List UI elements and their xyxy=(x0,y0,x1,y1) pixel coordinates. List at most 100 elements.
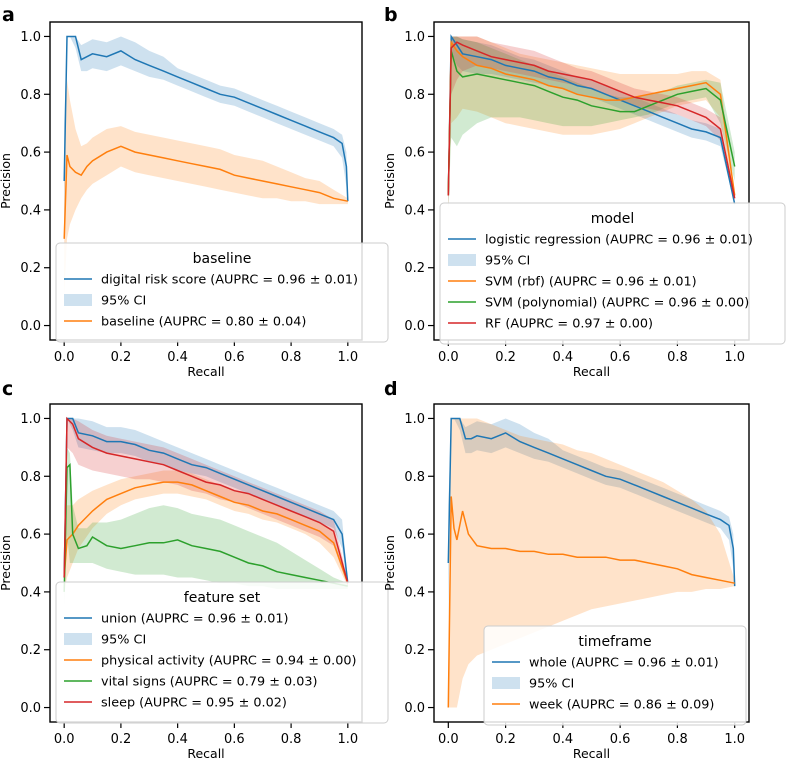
y-tick-label: 0.0 xyxy=(20,319,41,334)
panel-letter-b: b xyxy=(384,4,398,26)
x-tick-label: 0.4 xyxy=(553,732,574,747)
y-tick-label: 0.6 xyxy=(404,528,425,543)
y-tick-label: 0.8 xyxy=(404,88,425,103)
x-tick-label: 1.0 xyxy=(724,732,745,747)
series-line-rf xyxy=(447,41,736,199)
x-tick-label: 0.6 xyxy=(224,350,245,365)
y-tick-label: 1.0 xyxy=(20,30,41,45)
x-tick-label: 0.8 xyxy=(281,350,302,365)
series-line-union xyxy=(63,417,349,584)
legend-patch-swatch xyxy=(64,633,92,645)
legend-entry-label: union (AUPRC = 0.96 ± 0.01) xyxy=(101,612,289,627)
y-axis-label: Precision xyxy=(382,153,397,209)
y-tick-label: 1.0 xyxy=(404,412,425,427)
y-tick-label: 1.0 xyxy=(404,30,425,45)
y-tick-label: 0.0 xyxy=(20,701,41,716)
series-line-physical-activity xyxy=(63,481,349,584)
legend-box xyxy=(483,625,747,726)
y-tick-label: 0.4 xyxy=(20,585,41,600)
legend-entry-label: digital risk score (AUPRC = 0.96 ± 0.01) xyxy=(101,273,358,288)
y-tick-label: 0.2 xyxy=(404,261,425,276)
chart-panel-a: 0.0 0.2 0.4 0.6 0.8 1.0 0.0 0.2 0.4 0.6 0.8 1.0 Reca… xyxy=(0,21,389,379)
ci-band-baseline xyxy=(64,79,348,297)
y-tick-label: 0.8 xyxy=(20,88,41,103)
x-axis-label: Recall xyxy=(573,364,610,379)
legend-entry-label: vital signs (AUPRC = 0.79 ± 0.03) xyxy=(101,675,318,690)
x-tick-label: 0.2 xyxy=(495,732,516,747)
x-axis-label: Recall xyxy=(187,746,224,759)
x-tick-label: 0.0 xyxy=(438,350,459,365)
panel-letter-c: c xyxy=(2,378,13,400)
ci-band-whole xyxy=(448,418,735,621)
legend-title: feature set xyxy=(184,590,261,606)
x-tick-label: 0.0 xyxy=(438,732,459,747)
x-tick-label: 0.0 xyxy=(54,732,75,747)
series-line-vital-signs xyxy=(63,462,348,592)
y-tick-label: 0.0 xyxy=(404,319,425,334)
y-axis-label: Precision xyxy=(0,535,13,591)
x-tick-label: 1.0 xyxy=(337,732,358,747)
legend: baseline digital risk score (AUPRC = 0.96… xyxy=(55,242,389,343)
x-tick-label: 0.4 xyxy=(167,732,188,747)
legend-title: model xyxy=(591,211,635,227)
y-tick-label: 0.4 xyxy=(404,585,425,600)
y-tick-label: 0.6 xyxy=(404,146,425,161)
series-line-svm-rbf- xyxy=(447,39,736,196)
ci-band-svm-polynomial- xyxy=(448,36,735,210)
legend-title: baseline xyxy=(193,251,252,267)
legend: timeframe whole (AUPRC = 0.96 ± 0.01) 95% … xyxy=(483,625,747,726)
legend: feature set union (AUPRC = 0.96 ± 0.01) 95… xyxy=(55,581,389,724)
x-tick-label: 0.2 xyxy=(111,350,132,365)
legend-entry-label: baseline (AUPRC = 0.80 ± 0.04) xyxy=(101,315,306,330)
y-tick-label: 0.2 xyxy=(20,643,41,658)
x-tick-label: 0.2 xyxy=(495,350,516,365)
chart-panel-b: 0.0 0.2 0.4 0.6 0.8 1.0 0.0 0.2 0.4 0.6 0.8 1.0 Reca… xyxy=(382,21,786,379)
legend-entry-label: physical activity (AUPRC = 0.94 ± 0.00) xyxy=(101,654,356,669)
x-tick-label: 0.0 xyxy=(54,350,75,365)
legend-box xyxy=(55,242,389,343)
legend-box xyxy=(439,202,786,345)
legend-entry-label: sleep (AUPRC = 0.95 ± 0.02) xyxy=(101,696,287,711)
legend-entry-label: SVM (rbf) (AUPRC = 0.96 ± 0.01) xyxy=(485,275,697,290)
y-tick-label: 0.2 xyxy=(404,643,425,658)
chart-panel-c: 0.0 0.2 0.4 0.6 0.8 1.0 0.0 0.2 0.4 0.6 0.8 1.0 Reca… xyxy=(0,403,389,759)
x-tick-label: 0.6 xyxy=(610,350,631,365)
ci-band-physical-activity xyxy=(64,470,348,592)
x-axis-label: Recall xyxy=(187,364,224,379)
ci-band-vital-signs xyxy=(64,447,348,607)
x-tick-label: 0.4 xyxy=(167,350,188,365)
legend-entry-label: RF (AUPRC = 0.97 ± 0.00) xyxy=(485,317,653,332)
y-tick-label: 0.8 xyxy=(404,470,425,485)
x-tick-label: 0.6 xyxy=(610,732,631,747)
series-line-week xyxy=(447,496,735,708)
y-tick-label: 0.0 xyxy=(404,701,425,716)
y-axis-label: Precision xyxy=(382,535,397,591)
series-line-logistic-regression xyxy=(447,34,736,205)
legend-box xyxy=(55,581,389,724)
legend-entry-label: SVM (polynomial) (AUPRC = 0.96 ± 0.00) xyxy=(485,296,749,311)
ci-band-rf xyxy=(448,36,735,210)
legend-entry-label: week (AUPRC = 0.86 ± 0.09) xyxy=(529,698,714,713)
y-tick-label: 0.6 xyxy=(20,146,41,161)
legend-patch-swatch xyxy=(492,677,520,689)
ci-band-sleep xyxy=(64,418,348,592)
legend-entry-label: 95% CI xyxy=(101,633,146,648)
x-tick-label: 0.4 xyxy=(553,350,574,365)
chart-panel-d: 0.0 0.2 0.4 0.6 0.8 1.0 0.0 0.2 0.4 0.6 0.8 1.0 Reca… xyxy=(382,403,750,759)
legend-title: timeframe xyxy=(578,634,651,650)
series-line-svm-polynomial- xyxy=(447,50,736,196)
y-tick-label: 0.8 xyxy=(20,470,41,485)
y-tick-label: 0.4 xyxy=(404,203,425,218)
y-tick-label: 0.2 xyxy=(20,261,41,276)
series-line-whole xyxy=(447,417,736,587)
legend-entry-label: 95% CI xyxy=(485,254,530,269)
legend-entry-label: logistic regression (AUPRC = 0.96 ± 0.01… xyxy=(485,233,753,248)
x-tick-label: 0.8 xyxy=(281,732,302,747)
x-tick-label: 0.6 xyxy=(224,732,245,747)
x-tick-label: 0.2 xyxy=(111,732,132,747)
legend-entry-label: whole (AUPRC = 0.96 ± 0.01) xyxy=(529,656,719,671)
x-tick-label: 1.0 xyxy=(337,350,358,365)
x-axis-label: Recall xyxy=(573,746,610,759)
y-tick-label: 1.0 xyxy=(20,412,41,427)
